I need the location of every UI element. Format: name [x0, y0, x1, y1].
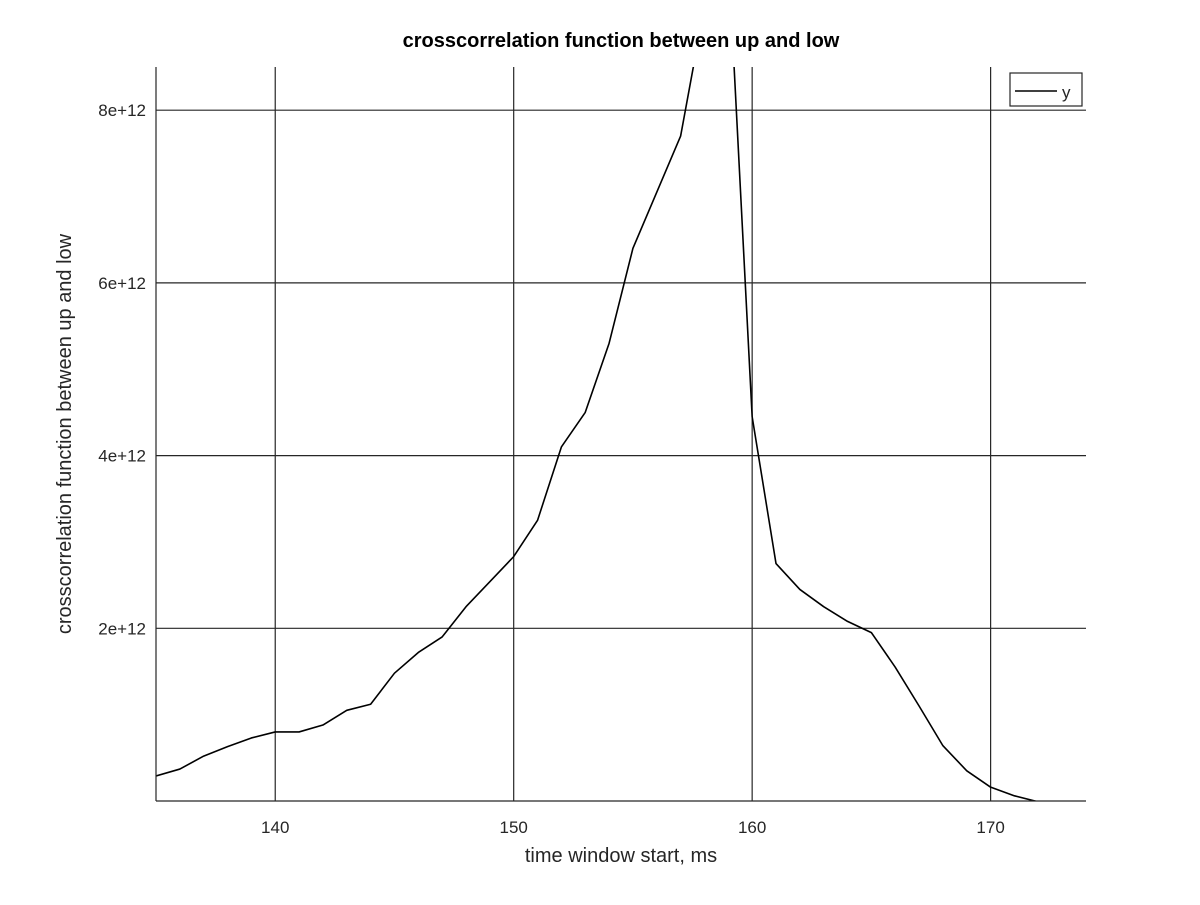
- x-tick-labels: 140 150 160 170: [261, 818, 1005, 837]
- legend-label-y: y: [1062, 83, 1071, 102]
- y-tick-labels: 2e+12 4e+12 6e+12 8e+12: [98, 101, 146, 638]
- grid-lines: [156, 67, 1086, 801]
- legend: y: [1009, 72, 1083, 107]
- y-tick-label: 4e+12: [98, 447, 146, 466]
- y-tick-label: 8e+12: [98, 101, 146, 120]
- y-tick-label: 2e+12: [98, 619, 146, 638]
- x-tick-label: 150: [500, 818, 528, 837]
- x-tick-label: 140: [261, 818, 289, 837]
- x-axis-label: time window start, ms: [525, 845, 717, 867]
- x-tick-label: 160: [738, 818, 766, 837]
- y-tick-label: 6e+12: [98, 274, 146, 293]
- chart-title: crosscorrelation function between up and…: [403, 30, 840, 52]
- y-axis-label: crosscorrelation function between up and…: [54, 233, 76, 634]
- series-line-y: [156, 67, 1039, 801]
- x-tick-label: 170: [976, 818, 1004, 837]
- plot-area: [156, 67, 1086, 801]
- legend-box: [1009, 72, 1083, 107]
